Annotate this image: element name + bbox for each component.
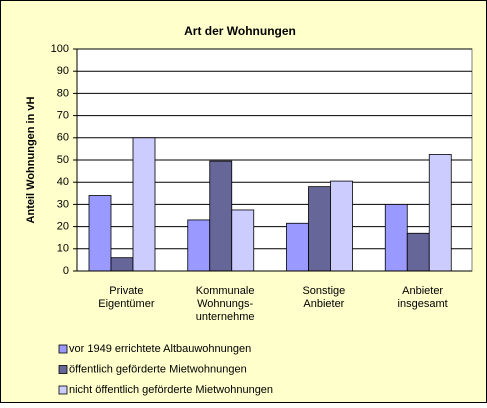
y-tick-label: 0 xyxy=(63,265,69,277)
x-tick-label-line: unternehme xyxy=(196,311,255,323)
x-tick-label: Kommunale Wohnungs-unternehme xyxy=(196,285,255,323)
bar xyxy=(132,137,156,272)
y-tick-label: 20 xyxy=(57,221,69,233)
x-tick-label-line: Anbieter xyxy=(402,285,443,297)
y-axis-label: Anteil Wohnungen in vH xyxy=(25,96,37,223)
x-tick-label-line: Private xyxy=(109,285,143,297)
y-tick-label: 100 xyxy=(51,43,69,55)
x-tick-label-line: Sonstige xyxy=(302,285,345,297)
legend-swatch xyxy=(58,365,68,374)
y-tick-label: 40 xyxy=(57,176,69,188)
bar xyxy=(406,232,430,272)
legend-label: öffentlich geförderte Mietwohnungen xyxy=(69,363,247,375)
bar xyxy=(286,222,309,272)
y-tick-label: 70 xyxy=(57,110,69,122)
bar xyxy=(110,257,134,272)
bar xyxy=(308,186,331,272)
x-tick-label-line: Eigentümer xyxy=(98,298,155,310)
bar xyxy=(231,209,255,272)
y-tick-label: 60 xyxy=(57,132,69,144)
y-tick-label: 80 xyxy=(57,87,69,99)
bar xyxy=(88,195,112,272)
x-tick-label-line: Wohnungs- xyxy=(197,298,253,310)
y-tick-label: 50 xyxy=(57,154,69,166)
bar xyxy=(187,219,211,272)
legend-swatch xyxy=(58,344,68,354)
bar xyxy=(384,203,408,272)
bar xyxy=(428,154,452,272)
legend-label: vor 1949 errichtete Altbauwohnungen xyxy=(69,343,251,355)
x-tick-label-line: Kommunale xyxy=(196,285,255,297)
bar xyxy=(209,160,233,272)
y-tick-label: 90 xyxy=(57,65,69,77)
x-tick-label-line: Anbieter xyxy=(303,298,344,310)
x-tick-label: Private Eigentümer xyxy=(98,285,155,310)
x-tick-label-line: insgesamt xyxy=(398,298,448,310)
legend-swatch xyxy=(58,385,68,395)
chart-title: Art der Wohnungen xyxy=(184,24,296,38)
x-tick-label: Sonstige Anbieter xyxy=(302,285,345,310)
y-tick-label: 30 xyxy=(57,198,69,210)
legend-label: nicht öffentlich geförderte Mietwohnunge… xyxy=(69,384,273,396)
y-tick-label: 10 xyxy=(57,243,69,255)
x-tick-label: Anbieter insgesamt xyxy=(398,285,448,310)
bar xyxy=(330,180,353,272)
